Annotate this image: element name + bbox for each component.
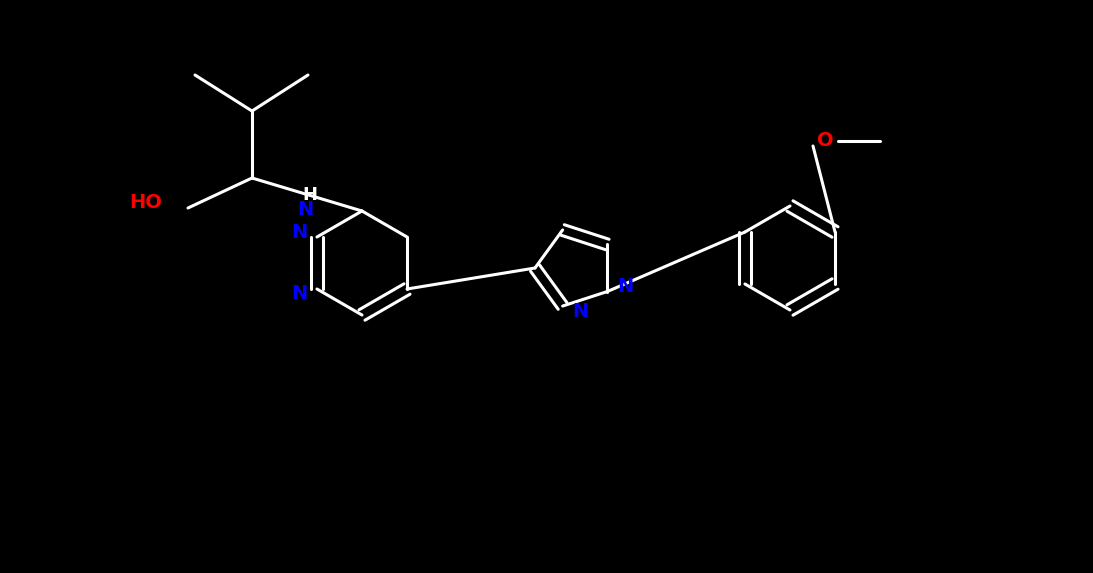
Text: N: N	[297, 201, 313, 219]
Text: N: N	[573, 301, 589, 320]
Text: O: O	[816, 131, 833, 151]
Text: N: N	[291, 222, 307, 241]
Text: N: N	[291, 285, 307, 304]
Text: H: H	[303, 186, 317, 204]
Text: HO: HO	[130, 194, 163, 213]
Text: N: N	[618, 277, 634, 296]
